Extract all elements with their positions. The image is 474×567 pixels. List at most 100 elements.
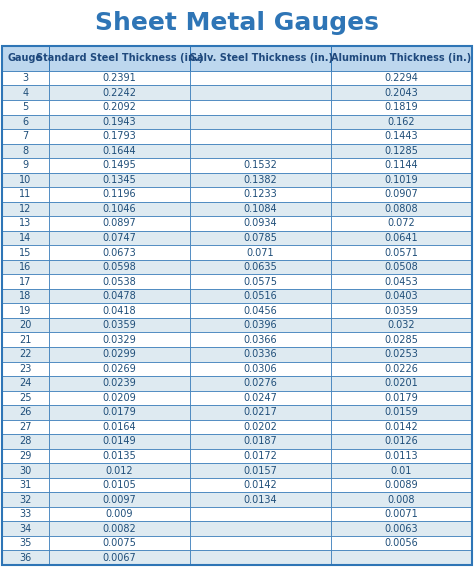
Text: 0.0306: 0.0306 bbox=[244, 364, 277, 374]
Bar bbox=[49, 158, 190, 172]
Bar bbox=[190, 246, 331, 260]
Text: 0.0785: 0.0785 bbox=[244, 233, 277, 243]
Text: 0.2242: 0.2242 bbox=[102, 88, 137, 98]
Bar bbox=[2, 463, 49, 478]
Text: 0.0082: 0.0082 bbox=[103, 524, 137, 534]
Bar bbox=[49, 172, 190, 187]
Text: 0.2391: 0.2391 bbox=[103, 73, 137, 83]
Bar bbox=[49, 478, 190, 492]
Bar bbox=[190, 289, 331, 303]
Text: 0.0575: 0.0575 bbox=[244, 277, 277, 287]
Bar bbox=[190, 478, 331, 492]
Bar bbox=[331, 71, 472, 86]
Bar bbox=[190, 260, 331, 274]
Bar bbox=[2, 420, 49, 434]
Bar bbox=[190, 347, 331, 362]
Bar bbox=[190, 362, 331, 376]
Bar bbox=[49, 507, 190, 522]
Bar bbox=[331, 405, 472, 420]
Text: 27: 27 bbox=[19, 422, 32, 432]
Text: 9: 9 bbox=[22, 160, 28, 170]
Bar bbox=[2, 362, 49, 376]
Bar bbox=[190, 420, 331, 434]
Text: 26: 26 bbox=[19, 408, 32, 417]
Text: Galv. Steel Thickness (in.): Galv. Steel Thickness (in.) bbox=[189, 53, 332, 64]
Bar bbox=[190, 100, 331, 115]
Text: 8: 8 bbox=[22, 146, 28, 156]
Bar bbox=[2, 318, 49, 332]
Text: 18: 18 bbox=[19, 291, 32, 301]
Bar bbox=[331, 434, 472, 448]
Bar bbox=[2, 551, 49, 565]
Bar bbox=[190, 202, 331, 216]
Text: 0.1819: 0.1819 bbox=[385, 102, 419, 112]
Bar bbox=[2, 46, 49, 71]
Text: 17: 17 bbox=[19, 277, 32, 287]
Bar bbox=[190, 332, 331, 347]
Bar bbox=[331, 492, 472, 507]
Text: 0.1233: 0.1233 bbox=[244, 189, 277, 200]
Text: 0.0276: 0.0276 bbox=[244, 378, 277, 388]
Text: 0.0673: 0.0673 bbox=[103, 248, 137, 257]
Bar bbox=[331, 274, 472, 289]
Text: 0.0269: 0.0269 bbox=[103, 364, 137, 374]
Bar bbox=[49, 434, 190, 448]
Bar bbox=[331, 376, 472, 391]
Text: 0.0179: 0.0179 bbox=[384, 393, 419, 403]
Bar bbox=[331, 536, 472, 551]
Text: 19: 19 bbox=[19, 306, 32, 316]
Bar bbox=[190, 318, 331, 332]
Text: 13: 13 bbox=[19, 218, 32, 229]
Bar bbox=[331, 507, 472, 522]
Text: 0.0179: 0.0179 bbox=[103, 408, 137, 417]
Text: 0.072: 0.072 bbox=[388, 218, 415, 229]
Text: 0.2294: 0.2294 bbox=[384, 73, 419, 83]
Bar bbox=[2, 507, 49, 522]
Text: 35: 35 bbox=[19, 538, 32, 548]
Text: 0.0149: 0.0149 bbox=[103, 437, 137, 446]
Bar bbox=[2, 187, 49, 202]
Bar bbox=[2, 100, 49, 115]
Bar bbox=[331, 216, 472, 231]
Bar bbox=[49, 100, 190, 115]
Text: 0.008: 0.008 bbox=[388, 494, 415, 505]
Bar bbox=[190, 434, 331, 448]
Bar bbox=[49, 448, 190, 463]
Bar bbox=[49, 362, 190, 376]
Text: 0.0456: 0.0456 bbox=[244, 306, 277, 316]
Bar bbox=[2, 478, 49, 492]
Bar bbox=[2, 303, 49, 318]
Bar bbox=[49, 376, 190, 391]
Bar bbox=[2, 347, 49, 362]
Bar bbox=[2, 172, 49, 187]
Bar bbox=[331, 318, 472, 332]
Bar bbox=[190, 551, 331, 565]
Bar bbox=[49, 405, 190, 420]
Text: 0.0396: 0.0396 bbox=[244, 320, 277, 330]
Text: 12: 12 bbox=[19, 204, 32, 214]
Text: 0.0056: 0.0056 bbox=[384, 538, 419, 548]
Bar bbox=[2, 332, 49, 347]
Bar bbox=[331, 362, 472, 376]
Text: 5: 5 bbox=[22, 102, 28, 112]
Bar bbox=[2, 71, 49, 86]
Bar bbox=[49, 463, 190, 478]
Bar bbox=[190, 143, 331, 158]
Bar bbox=[2, 376, 49, 391]
Bar bbox=[2, 246, 49, 260]
Bar bbox=[331, 551, 472, 565]
Text: 3: 3 bbox=[22, 73, 28, 83]
Bar bbox=[331, 303, 472, 318]
Text: 0.0598: 0.0598 bbox=[103, 262, 137, 272]
Bar bbox=[2, 536, 49, 551]
Bar bbox=[190, 536, 331, 551]
Text: 16: 16 bbox=[19, 262, 32, 272]
Text: 0.1345: 0.1345 bbox=[103, 175, 137, 185]
Bar bbox=[331, 347, 472, 362]
Text: 0.0142: 0.0142 bbox=[384, 422, 419, 432]
Bar bbox=[190, 448, 331, 463]
Bar bbox=[2, 492, 49, 507]
Text: 0.0126: 0.0126 bbox=[384, 437, 419, 446]
Bar bbox=[190, 522, 331, 536]
Text: 0.071: 0.071 bbox=[246, 248, 274, 257]
